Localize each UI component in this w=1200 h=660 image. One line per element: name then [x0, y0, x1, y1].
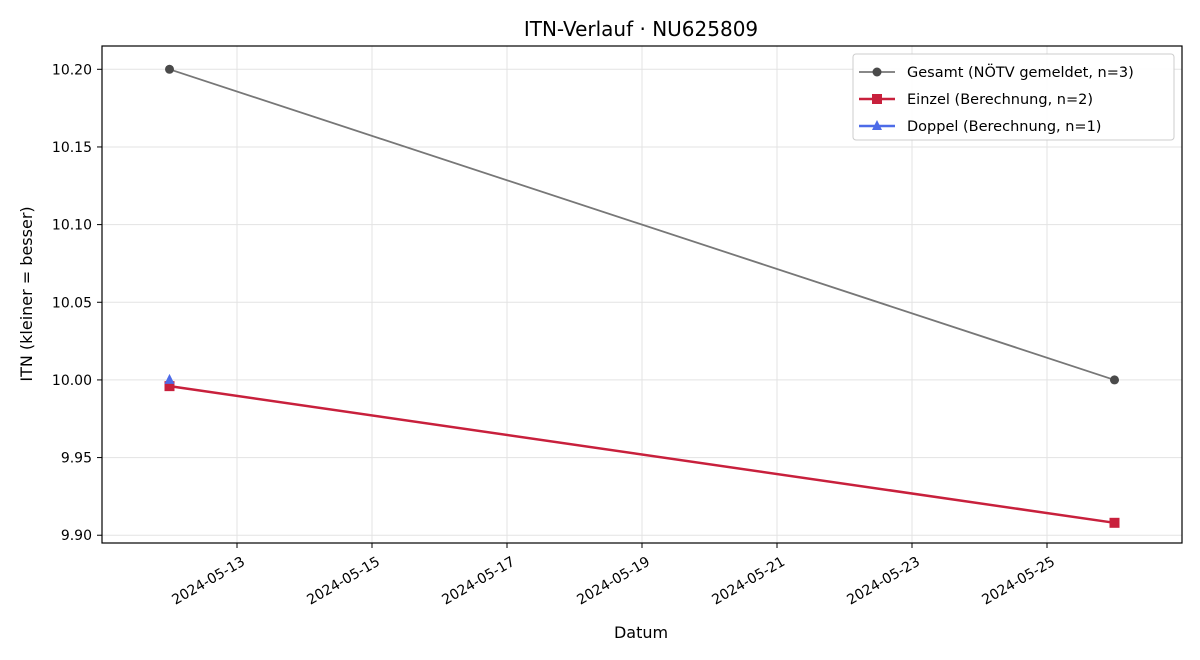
- legend-swatch-marker: [872, 67, 882, 77]
- data-point-einzel: [1109, 517, 1120, 528]
- data-point-gesamt: [165, 64, 174, 74]
- legend-box: [852, 53, 1175, 141]
- y-tick-label: 9.90: [61, 528, 92, 544]
- chart-title: ITN-Verlauf · NU625809: [524, 17, 758, 41]
- legend-item-einzel: Einzel (Berechnung, n=2): [859, 92, 1093, 108]
- legend: Gesamt (NÖTV gemeldet, n=3) Einzel (Berec…: [852, 53, 1175, 141]
- legend-swatch-marker: [872, 94, 882, 104]
- series-einzel: [164, 381, 1120, 528]
- x-tick-label: 2024-05-21: [709, 554, 787, 609]
- y-tick-label: 10.00: [52, 373, 92, 389]
- data-point-gesamt: [1110, 375, 1119, 385]
- series-line-einzel: [169, 384, 1115, 525]
- x-tick-label: 2024-05-25: [979, 554, 1057, 609]
- y-tick-label: 10.20: [52, 62, 92, 78]
- y-tick-label: 10.15: [52, 140, 92, 156]
- y-axis-title: ITN (kleiner = besser): [17, 206, 36, 381]
- x-tick-label: 2024-05-17: [439, 554, 517, 609]
- y-tick-label: 10.05: [52, 295, 92, 311]
- data-point-doppel: [164, 373, 175, 384]
- y-tick-label: 9.95: [61, 451, 92, 467]
- x-tick-label: 2024-05-23: [844, 554, 922, 609]
- x-axis-title: Datum: [614, 623, 668, 642]
- legend-label: Doppel (Berechnung, n=1): [907, 119, 1101, 135]
- series-layer: [164, 64, 1120, 528]
- legend-label: Einzel (Berechnung, n=2): [907, 92, 1093, 108]
- legend-item-doppel: Doppel (Berechnung, n=1): [859, 119, 1101, 135]
- x-tick-label: 2024-05-15: [304, 554, 382, 609]
- legend-swatch-marker: [872, 120, 882, 130]
- series-line-gesamt: [169, 68, 1115, 381]
- series-doppel: [164, 373, 175, 384]
- y-tick-label: 10.10: [52, 218, 92, 234]
- ticks: 2024-05-13 2024-05-15 2024-05-17 2024-05-19…: [52, 62, 1058, 608]
- x-tick-label: 2024-05-19: [574, 554, 652, 609]
- data-point-einzel: [164, 381, 175, 392]
- x-tick-label: 2024-05-13: [169, 554, 247, 609]
- legend-item-gesamt: Gesamt (NÖTV gemeldet, n=3): [859, 63, 1134, 81]
- series-gesamt: [165, 64, 1119, 385]
- legend-label: Gesamt (NÖTV gemeldet, n=3): [907, 63, 1134, 81]
